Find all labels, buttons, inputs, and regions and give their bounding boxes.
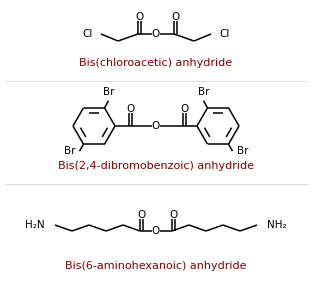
Text: O: O [152, 121, 160, 131]
Text: O: O [152, 226, 160, 236]
Text: H₂N: H₂N [25, 220, 45, 230]
Text: O: O [152, 29, 160, 39]
Text: O: O [135, 12, 143, 22]
Text: Bis(chloroacetic) anhydride: Bis(chloroacetic) anhydride [80, 58, 233, 68]
Text: Br: Br [64, 146, 75, 156]
Text: Bis(2,4-dibromobenzoic) anhydride: Bis(2,4-dibromobenzoic) anhydride [58, 161, 254, 171]
Text: O: O [180, 104, 188, 113]
Text: Br: Br [198, 87, 209, 97]
Text: O: O [137, 210, 145, 220]
Text: Bis(6-aminohexanoic) anhydride: Bis(6-aminohexanoic) anhydride [65, 261, 247, 271]
Text: NH₂: NH₂ [267, 220, 287, 230]
Text: O: O [171, 12, 179, 22]
Text: Br: Br [103, 87, 114, 97]
Text: O: O [126, 104, 134, 113]
Text: Cl: Cl [83, 29, 93, 39]
Text: Br: Br [237, 146, 248, 156]
Text: O: O [169, 210, 177, 220]
Text: Cl: Cl [219, 29, 229, 39]
